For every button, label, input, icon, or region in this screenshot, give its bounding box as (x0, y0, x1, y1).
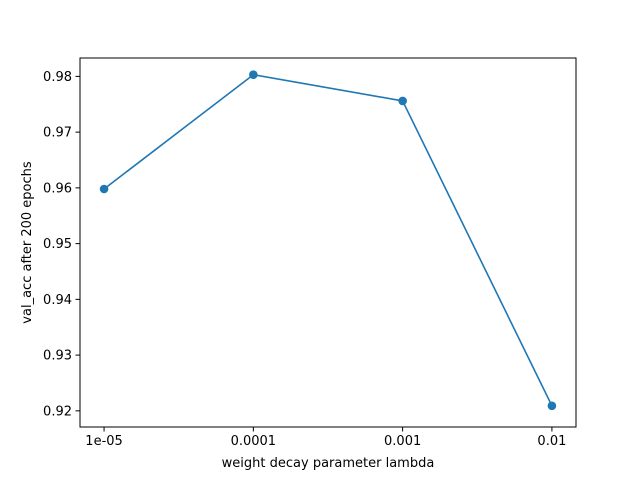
y-axis: 0.92 0.93 0.94 0.95 0.96 0.97 0.98 (43, 70, 80, 419)
plot-area (99, 70, 557, 411)
x-axis-label: weight decay parameter lambda (222, 456, 435, 471)
data-point (99, 184, 109, 194)
y-tick-label: 0.93 (43, 349, 72, 364)
x-tick-label: 1e-05 (85, 434, 123, 449)
y-tick-label: 0.92 (43, 404, 72, 419)
y-tick-label: 0.96 (43, 181, 72, 196)
x-tick-label: 0.0001 (231, 434, 277, 449)
axes-frame (79, 57, 577, 428)
x-axis: 1e-05 0.0001 0.001 0.01 (85, 427, 566, 449)
x-tick-label: 0.001 (384, 434, 421, 449)
data-point (249, 70, 258, 80)
data-point (547, 401, 557, 411)
data-point (398, 96, 407, 106)
series-line (103, 73, 553, 407)
y-tick-label: 0.95 (43, 237, 72, 252)
y-tick-label: 0.98 (43, 70, 72, 85)
y-tick-label: 0.94 (43, 293, 72, 308)
y-tick-label: 0.97 (43, 126, 72, 141)
y-axis-label: val_acc after 200 epochs (20, 161, 35, 324)
x-tick-label: 0.01 (537, 434, 566, 449)
